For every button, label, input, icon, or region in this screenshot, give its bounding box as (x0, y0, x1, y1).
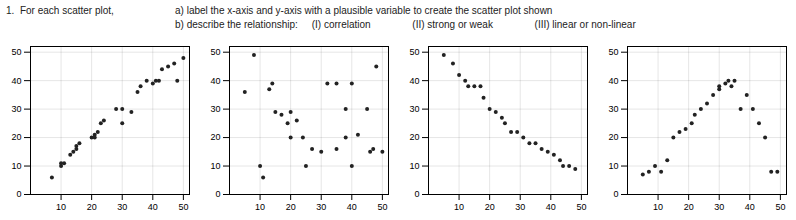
svg-text:10: 10 (653, 202, 663, 212)
svg-text:20: 20 (286, 202, 296, 212)
svg-text:40: 40 (608, 76, 618, 86)
svg-text:10: 10 (255, 202, 265, 212)
svg-text:0: 0 (215, 189, 220, 199)
svg-text:40: 40 (11, 76, 21, 86)
svg-text:20: 20 (608, 132, 618, 142)
svg-text:40: 40 (409, 76, 419, 86)
svg-text:50: 50 (576, 202, 586, 212)
html-text:a) label the x-axis and y-axis: a) label the x-axis and y-axis with a pl… (175, 5, 553, 16)
svg-text:40: 40 (745, 202, 755, 212)
svg-text:30: 30 (316, 202, 326, 212)
svg-text:20: 20 (11, 132, 21, 142)
svg-text:40: 40 (210, 76, 220, 86)
svg-text:10: 10 (409, 161, 419, 171)
svg-text:30: 30 (210, 104, 220, 114)
svg-text:30: 30 (11, 104, 21, 114)
svg-text:20: 20 (409, 132, 419, 142)
svg-text:50: 50 (210, 47, 220, 57)
svg-text:30: 30 (515, 202, 525, 212)
svg-text:20: 20 (87, 202, 97, 212)
svg-text:20: 20 (210, 132, 220, 142)
svg-text:30: 30 (409, 104, 419, 114)
svg-text:30: 30 (608, 104, 618, 114)
svg-text:50: 50 (608, 47, 618, 57)
html-text:1. For each scatter plot,: 1. For each scatter plot, (6, 5, 114, 16)
svg-text:20: 20 (684, 202, 694, 212)
svg-text:0: 0 (613, 189, 618, 199)
svg-text:40: 40 (546, 202, 556, 212)
svg-text:10: 10 (608, 161, 618, 171)
svg-text:50: 50 (178, 202, 188, 212)
html-text:b) describe the relationship:: b) describe the relationship: (I) correl… (175, 19, 636, 30)
svg-text:50: 50 (775, 202, 785, 212)
svg-text:20: 20 (485, 202, 495, 212)
svg-text:40: 40 (347, 202, 357, 212)
svg-text:10: 10 (56, 202, 66, 212)
svg-text:10: 10 (11, 161, 21, 171)
svg-text:40: 40 (148, 202, 158, 212)
svg-text:50: 50 (409, 47, 419, 57)
svg-text:30: 30 (714, 202, 724, 212)
svg-text:10: 10 (210, 161, 220, 171)
svg-text:30: 30 (117, 202, 127, 212)
svg-text:0: 0 (16, 189, 21, 199)
svg-text:50: 50 (11, 47, 21, 57)
svg-text:0: 0 (414, 189, 419, 199)
svg-text:10: 10 (454, 202, 464, 212)
svg-text:50: 50 (377, 202, 387, 212)
